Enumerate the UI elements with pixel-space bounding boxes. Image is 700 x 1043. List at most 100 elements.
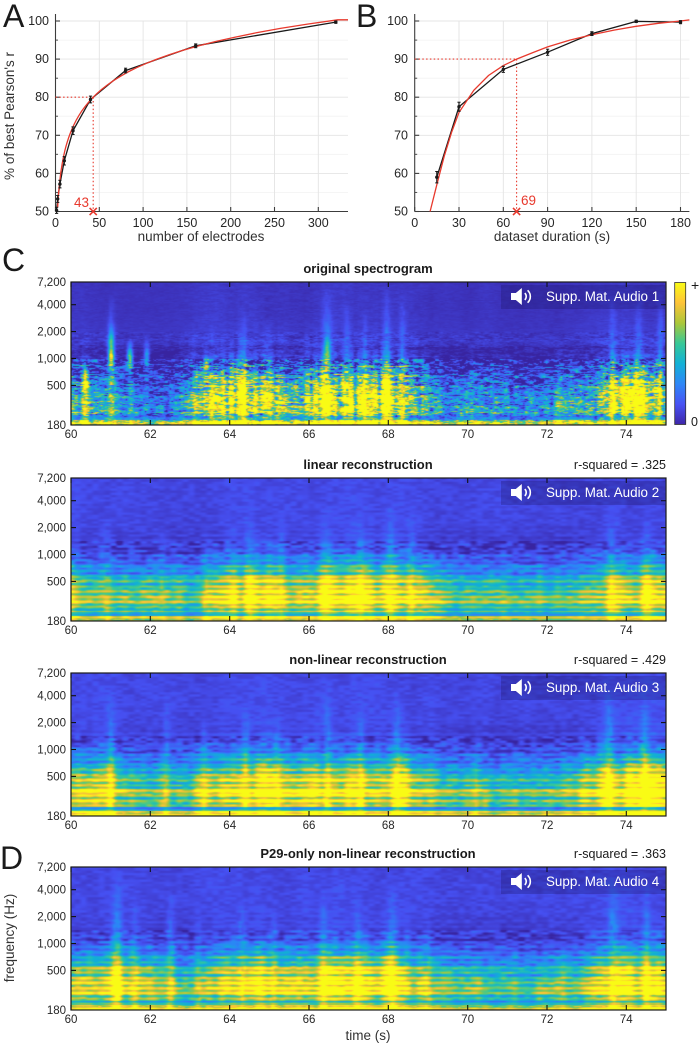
svg-text:4,000: 4,000 [37, 300, 66, 312]
svg-text:60: 60 [65, 820, 78, 832]
svg-text:150: 150 [626, 216, 647, 230]
svg-text:0: 0 [691, 415, 698, 429]
svg-text:500: 500 [47, 380, 66, 392]
svg-text:7,200: 7,200 [37, 473, 66, 485]
svg-text:60: 60 [65, 625, 78, 637]
svg-text:7,200: 7,200 [37, 277, 66, 289]
svg-text:% of best Pearson's r: % of best Pearson's r [2, 52, 17, 180]
svg-text:Supp. Mat. Audio 4: Supp. Mat. Audio 4 [546, 874, 660, 889]
svg-text:4,000: 4,000 [37, 691, 66, 703]
svg-text:62: 62 [144, 625, 157, 637]
svg-text:A: A [3, 0, 25, 34]
svg-text:300: 300 [308, 216, 329, 230]
svg-text:66: 66 [303, 625, 316, 637]
svg-text:2,000: 2,000 [37, 718, 66, 730]
svg-text:50: 50 [35, 205, 49, 219]
svg-text:4,000: 4,000 [37, 496, 66, 508]
svg-text:100: 100 [28, 14, 49, 28]
svg-text:180: 180 [670, 216, 691, 230]
svg-text:64: 64 [223, 429, 236, 441]
svg-text:r-squared = .325: r-squared = .325 [574, 458, 666, 472]
svg-text:74: 74 [620, 820, 633, 832]
svg-text:70: 70 [35, 128, 49, 142]
svg-text:180: 180 [47, 1005, 66, 1017]
svg-text:r-squared = .363: r-squared = .363 [574, 847, 666, 861]
svg-text:50: 50 [394, 205, 408, 219]
svg-text:number of electrodes: number of electrodes [138, 229, 265, 244]
svg-text:frequency (Hz): frequency (Hz) [2, 894, 17, 983]
svg-text:90: 90 [35, 52, 49, 66]
svg-text:60: 60 [35, 166, 49, 180]
svg-text:150: 150 [176, 216, 197, 230]
svg-text:1,000: 1,000 [37, 939, 66, 951]
svg-text:7,200: 7,200 [37, 862, 66, 874]
svg-text:30: 30 [452, 216, 466, 230]
svg-text:64: 64 [223, 625, 236, 637]
svg-text:B: B [356, 0, 377, 34]
svg-text:50: 50 [92, 216, 106, 230]
svg-text:Supp. Mat. Audio 2: Supp. Mat. Audio 2 [546, 485, 659, 500]
svg-text:60: 60 [65, 1014, 78, 1026]
svg-text:200: 200 [220, 216, 241, 230]
svg-text:1,000: 1,000 [37, 550, 66, 562]
svg-text:D: D [0, 840, 23, 876]
svg-text:0: 0 [52, 216, 59, 230]
svg-text:2,000: 2,000 [37, 912, 66, 924]
svg-text:180: 180 [47, 420, 66, 432]
svg-text:180: 180 [47, 616, 66, 628]
svg-text:P29-only non-linear reconstruc: P29-only non-linear reconstruction [260, 846, 475, 861]
svg-text:80: 80 [394, 90, 408, 104]
svg-text:C: C [2, 242, 25, 278]
svg-text:90: 90 [394, 52, 408, 66]
svg-text:2,000: 2,000 [37, 327, 66, 339]
svg-text:43: 43 [74, 195, 89, 210]
svg-text:62: 62 [144, 429, 157, 441]
svg-text:original spectrogram: original spectrogram [303, 261, 432, 276]
svg-text:72: 72 [541, 429, 554, 441]
svg-text:2,000: 2,000 [37, 523, 66, 535]
svg-text:70: 70 [461, 429, 474, 441]
svg-text:Supp. Mat. Audio 1: Supp. Mat. Audio 1 [546, 289, 659, 304]
svg-text:dataset duration (s): dataset duration (s) [494, 229, 610, 244]
svg-text:100: 100 [133, 216, 154, 230]
svg-text:time (s): time (s) [346, 1028, 391, 1043]
svg-text:64: 64 [223, 820, 236, 832]
svg-text:72: 72 [541, 820, 554, 832]
svg-text:7,200: 7,200 [37, 668, 66, 680]
svg-text:60: 60 [496, 216, 510, 230]
svg-text:1,000: 1,000 [37, 745, 66, 757]
svg-text:180: 180 [47, 811, 66, 823]
svg-text:72: 72 [541, 625, 554, 637]
svg-text:64: 64 [223, 1014, 236, 1026]
svg-text:+: + [691, 277, 699, 293]
svg-text:100: 100 [387, 14, 408, 28]
svg-text:66: 66 [303, 429, 316, 441]
svg-text:69: 69 [521, 193, 536, 208]
svg-text:linear reconstruction: linear reconstruction [303, 457, 432, 472]
svg-text:250: 250 [264, 216, 285, 230]
svg-text:68: 68 [382, 820, 395, 832]
svg-text:62: 62 [144, 1014, 157, 1026]
svg-text:70: 70 [461, 625, 474, 637]
svg-text:r-squared = .429: r-squared = .429 [574, 653, 666, 667]
svg-text:80: 80 [35, 90, 49, 104]
svg-text:500: 500 [47, 771, 66, 783]
svg-text:90: 90 [541, 216, 555, 230]
svg-text:68: 68 [382, 1014, 395, 1026]
svg-text:74: 74 [620, 1014, 633, 1026]
svg-text:66: 66 [303, 1014, 316, 1026]
svg-text:60: 60 [65, 429, 78, 441]
svg-text:500: 500 [47, 965, 66, 977]
svg-text:Supp. Mat. Audio 3: Supp. Mat. Audio 3 [546, 680, 659, 695]
svg-text:60: 60 [394, 166, 408, 180]
svg-text:70: 70 [394, 128, 408, 142]
svg-text:68: 68 [382, 429, 395, 441]
svg-text:0: 0 [411, 216, 418, 230]
svg-text:62: 62 [144, 820, 157, 832]
svg-text:1,000: 1,000 [37, 354, 66, 366]
svg-text:500: 500 [47, 576, 66, 588]
svg-text:non-linear reconstruction: non-linear reconstruction [289, 652, 447, 667]
svg-text:72: 72 [541, 1014, 554, 1026]
svg-text:74: 74 [620, 625, 633, 637]
svg-text:74: 74 [620, 429, 633, 441]
